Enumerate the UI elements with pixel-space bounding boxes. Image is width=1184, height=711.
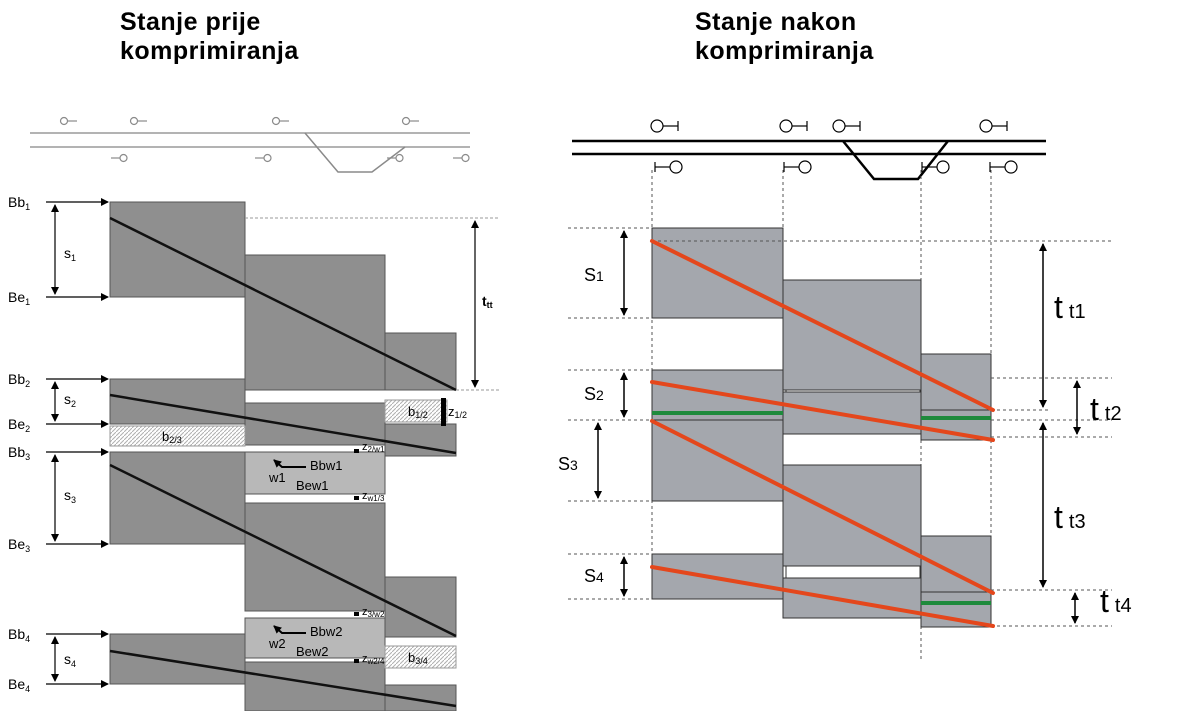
right-blocks [651, 227, 992, 628]
label-tt1: t t1 [1054, 289, 1086, 325]
right-block-t2-s2 [782, 391, 922, 435]
label-b23: b2/3 [162, 429, 182, 445]
buffer-3-4 [384, 645, 457, 669]
label-bb1: Bb1 [8, 194, 30, 212]
left-diagram: Bb1 Be1 Bb2 Be2 Bb3 Be3 Bb4 Be4 s1 s2 s3… [8, 116, 500, 711]
label-bb4: Bb4 [8, 626, 30, 644]
label-S3: S3 [558, 454, 578, 474]
left-block-t4-s2 [244, 661, 386, 711]
right-white-gaps [785, 389, 921, 579]
buffer-2-3 [109, 425, 246, 447]
label-z2w1: z2/w1 [362, 441, 385, 454]
label-tt4: t t4 [1100, 583, 1132, 619]
left-wait-blocks [244, 451, 386, 659]
wait-arrows [273, 459, 306, 634]
label-zw24: zw2/4 [362, 653, 385, 666]
label-bbw1: Bbw1 [310, 458, 343, 473]
title-after: Stanje nakon komprimiranja [695, 8, 874, 66]
label-z12: z1/2 [448, 404, 467, 420]
left-block-t2-s1 [109, 378, 246, 425]
title-after-line-2: komprimiranja [695, 37, 874, 65]
left-block-t4-s1 [109, 633, 246, 685]
label-be4: Be4 [8, 676, 30, 694]
right-spacing-arrows [594, 230, 1081, 624]
title-before-line-2: komprimiranja [120, 37, 299, 65]
left-block-t4-s3 [384, 684, 457, 711]
wait-block-w2 [244, 617, 386, 659]
label-s3: s3 [64, 487, 76, 505]
label-be3: Be3 [8, 536, 30, 554]
right-guides-horizontal [568, 227, 1112, 627]
label-bew2: Bew2 [296, 644, 329, 659]
left-time-arrows [46, 198, 479, 688]
left-train-paths [109, 216, 457, 708]
left-track-schematic [30, 132, 470, 173]
right-labels: S1 S2 S3 S4 t t1 t t2 t t3 t t4 [558, 265, 1132, 619]
label-bb3: Bb3 [8, 444, 30, 462]
label-b34: b3/4 [408, 650, 428, 666]
label-s1: s1 [64, 245, 76, 263]
label-bb2: Bb2 [8, 371, 30, 389]
right-wait-markers [652, 411, 991, 605]
wait-block-w1 [244, 451, 386, 495]
label-S1: S1 [584, 265, 604, 285]
title-after-line-1: Stanje nakon [695, 8, 857, 36]
left-ref-lines [245, 217, 500, 391]
label-bbw2: Bbw2 [310, 624, 343, 639]
label-zw13: zw1/3 [362, 490, 385, 503]
label-ttt: ttt [482, 293, 493, 310]
left-z-markers [354, 449, 359, 663]
label-be1: Be1 [8, 289, 30, 307]
label-z3w2: z3/w2 [362, 606, 385, 619]
right-block-t3-s2 [782, 464, 922, 567]
label-w2: w2 [268, 636, 286, 651]
label-s2: s2 [64, 391, 76, 409]
label-s4: s4 [64, 651, 76, 669]
label-b12: b1/2 [408, 404, 428, 420]
right-signals [650, 119, 1018, 174]
label-bew1: Bew1 [296, 478, 329, 493]
label-tt3: t t3 [1054, 499, 1086, 535]
title-before: Stanje prije komprimiranja [120, 8, 299, 66]
left-buffers [109, 399, 457, 669]
label-tt2: t t2 [1090, 391, 1122, 427]
title-before-line-1: Stanje prije [120, 8, 261, 36]
right-block-t4-s2 [782, 577, 922, 619]
left-block-t1-s1 [109, 201, 246, 298]
right-track-schematic [572, 139, 1046, 181]
label-be2: Be2 [8, 416, 30, 434]
z-marker-1-2 [441, 398, 446, 426]
label-S4: S4 [584, 566, 604, 586]
left-block-t1-s2 [244, 254, 386, 391]
left-signals [59, 116, 470, 163]
left-block-t3-s2 [244, 502, 386, 612]
buffer-1-2 [384, 399, 448, 423]
right-diagram: S1 S2 S3 S4 t t1 t t2 t t3 t t4 [558, 119, 1132, 660]
right-block-t4-s3 [920, 591, 992, 628]
right-block-t1-s2 [782, 279, 922, 391]
right-train-paths [650, 239, 995, 628]
label-w1: w1 [268, 470, 286, 485]
left-block-t1-s3 [384, 332, 457, 391]
label-S2: S2 [584, 384, 604, 404]
left-labels: Bb1 Be1 Bb2 Be2 Bb3 Be3 Bb4 Be4 s1 s2 s3… [8, 194, 493, 694]
